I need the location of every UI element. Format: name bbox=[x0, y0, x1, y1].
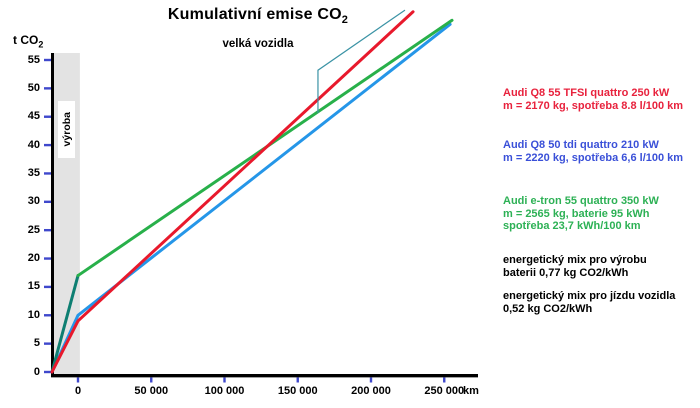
legend-item-tdi: Audi Q8 50 tdi quattro 210 kW m = 2220 kg… bbox=[503, 139, 683, 164]
legend-line: Audi Q8 50 tdi quattro 210 kW bbox=[503, 139, 659, 151]
y-tick-label: 10 bbox=[27, 308, 40, 321]
series-line-0 bbox=[50, 22, 452, 374]
legend-item-mix-vyroba: energetický mix pro výrobu baterii 0,77 k… bbox=[503, 254, 647, 279]
legend-line: Audi e-tron 55 quattro 350 kW bbox=[503, 195, 659, 207]
y-tick-label: 45 bbox=[27, 110, 40, 123]
legend-line: Audi Q8 55 TFSI quattro 250 kW bbox=[503, 87, 670, 99]
y-tick-label: 5 bbox=[33, 337, 40, 350]
legend-line: 0,52 kg CO2/kWh bbox=[503, 302, 593, 315]
legend-item-tfsi: Audi Q8 55 TFSI quattro 250 kW m = 2170 k… bbox=[503, 87, 683, 112]
series-line-1 bbox=[50, 274, 80, 374]
legend-line: energetický mix pro jízdu vozidla bbox=[503, 290, 676, 302]
y-tick-label: 20 bbox=[27, 252, 40, 265]
series-line-3 bbox=[50, 10, 415, 374]
legend-line: spotřeba 23,7 kWh/100 km bbox=[503, 220, 641, 232]
legend-item-etron: Audi e-tron 55 quattro 350 kW m = 2565 kg… bbox=[503, 195, 659, 233]
legend-line: m = 2565 kg, baterie 95 kWh bbox=[503, 207, 650, 220]
legend-line: energetický mix pro výrobu bbox=[503, 254, 647, 266]
chart-title: Kumulativní emise CO2 bbox=[167, 6, 349, 27]
y-tick-label: 25 bbox=[27, 223, 40, 236]
y-tick-label: 30 bbox=[27, 195, 40, 208]
x-tick-label: 0 bbox=[74, 385, 82, 397]
y-tick-label: 55 bbox=[27, 53, 40, 66]
y-tick-label: 0 bbox=[33, 365, 40, 378]
x-tick-label: 150 000 bbox=[277, 385, 318, 397]
chart-subtitle: velká vozidla bbox=[222, 38, 294, 50]
annotation-line bbox=[317, 9, 406, 114]
x-tick-label: 50 000 bbox=[134, 385, 169, 397]
x-tick-label: 250 000 bbox=[424, 385, 465, 397]
y-tick-label: 35 bbox=[27, 166, 40, 179]
legend-item-mix-jizda: energetický mix pro jízdu vozidla 0,52 kg… bbox=[503, 290, 675, 315]
legend-line: m = 2220 kg, spotřeba 6,6 l/100 km bbox=[503, 151, 684, 164]
x-tick-label: 100 000 bbox=[204, 385, 245, 397]
y-tick-label: 15 bbox=[27, 280, 40, 293]
y-tick-label: 50 bbox=[27, 81, 40, 94]
legend: Audi Q8 55 TFSI quattro 250 kW m = 2170 k… bbox=[503, 0, 700, 408]
x-axis-unit-label: km bbox=[463, 385, 479, 397]
x-tick-label: 200 000 bbox=[351, 385, 391, 397]
production-band-label: výroba bbox=[58, 101, 75, 158]
y-tick-label: 40 bbox=[27, 138, 40, 151]
legend-line: m = 2170 kg, spotřeba 8.8 l/100 km bbox=[503, 99, 684, 112]
legend-line: baterii 0,77 kg CO2/kWh bbox=[503, 266, 629, 279]
y-axis-label: t CO2 bbox=[13, 33, 44, 50]
